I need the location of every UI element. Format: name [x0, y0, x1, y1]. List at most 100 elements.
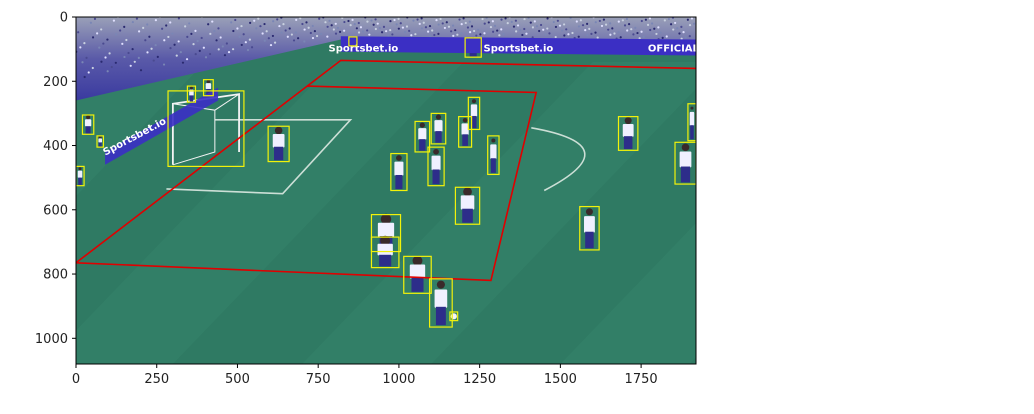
player-shirt: [461, 123, 468, 135]
crowd-dot: [155, 19, 157, 21]
crowd-dot: [513, 26, 515, 28]
x-tick-label: 500: [225, 372, 250, 387]
crowd-dot: [525, 33, 527, 35]
crowd-dot: [138, 57, 140, 59]
x-tick-label: 0: [72, 372, 80, 387]
player-head: [625, 117, 632, 124]
crowd-dot: [412, 20, 414, 22]
crowd-dot: [327, 26, 329, 28]
crowd-dot: [385, 30, 387, 32]
crowd-dot: [236, 27, 238, 29]
crowd-dot: [452, 35, 454, 37]
player-shirt: [432, 156, 441, 171]
crowd-dot: [678, 32, 680, 34]
player-head: [190, 87, 193, 90]
crowd-dot: [115, 62, 117, 64]
crowd-dot: [657, 26, 659, 28]
crowd-dot: [620, 36, 622, 38]
crowd-dot: [588, 28, 590, 30]
crowd-dot: [161, 28, 163, 30]
crowd-dot: [521, 34, 523, 36]
crowd-dot: [672, 28, 674, 30]
crowd-dot: [402, 26, 404, 28]
crowd-dot: [176, 54, 178, 56]
y-tick: 600: [43, 203, 76, 218]
crowd-dot: [519, 29, 521, 31]
player-legs: [585, 232, 594, 248]
crowd-dot: [425, 26, 427, 28]
y-tick: 1000: [35, 332, 76, 347]
crowd-dot: [354, 23, 356, 25]
crowd-dot: [343, 21, 345, 23]
crowd-dot: [404, 31, 406, 33]
crowd-dot: [308, 27, 310, 29]
crowd-dot: [473, 30, 475, 32]
crowd-dot: [534, 20, 536, 22]
crowd-dot: [462, 17, 464, 19]
crowd-dot: [626, 18, 628, 20]
crowd-dot: [186, 58, 188, 60]
crowd-dot: [234, 19, 236, 21]
player-head: [436, 114, 441, 119]
x-tick: 1500: [544, 364, 577, 387]
crowd-dot: [398, 28, 400, 30]
crowd-dot: [544, 34, 546, 36]
crowd-dot: [272, 35, 274, 37]
player-legs: [274, 147, 283, 160]
crowd-dot: [274, 41, 276, 43]
crowd-dot: [479, 33, 481, 35]
crowd-dot: [397, 18, 399, 20]
crowd-dot: [450, 30, 452, 32]
crowd-dot: [138, 30, 140, 32]
player-head: [682, 144, 690, 152]
crowd-dot: [262, 32, 264, 34]
crowd-dot: [130, 65, 132, 67]
player-legs: [411, 278, 423, 292]
y-tick-label: 400: [43, 139, 68, 154]
player-shirt: [78, 171, 83, 178]
crowd-dot: [490, 26, 492, 28]
crowd-dot: [178, 17, 180, 19]
crowd-dot: [108, 52, 110, 54]
crowd-dot: [586, 34, 588, 36]
crowd-dot: [303, 40, 305, 42]
y-tick-label: 800: [43, 268, 68, 283]
crowd-dot: [659, 32, 661, 34]
crowd-dot: [437, 33, 439, 35]
player-legs: [624, 136, 633, 149]
player-legs: [435, 131, 441, 143]
player-head: [463, 118, 468, 123]
crowd-dot: [469, 21, 471, 23]
player-shirt: [584, 216, 595, 232]
player-head: [463, 187, 472, 196]
crowd-dot: [77, 31, 79, 33]
crowd-dot: [203, 47, 205, 49]
crowd-dot: [285, 29, 287, 31]
player-legs: [462, 134, 468, 146]
x-tick: 1250: [463, 364, 496, 387]
crowd-dot: [328, 20, 330, 22]
crowd-dot: [582, 24, 584, 26]
crowd-dot: [207, 23, 209, 25]
crowd-dot: [343, 30, 345, 32]
y-tick: 200: [43, 75, 76, 90]
crowd-dot: [140, 69, 142, 71]
y-tick-label: 0: [60, 11, 68, 26]
crowd-dot: [484, 23, 486, 25]
crowd-dot: [605, 24, 607, 26]
crowd-dot: [165, 24, 167, 26]
crowd-dot: [299, 17, 301, 19]
crowd-dot: [498, 34, 500, 36]
player-legs: [99, 142, 102, 146]
crowd-dot: [190, 33, 192, 35]
crowd-dot: [590, 33, 592, 35]
crowd-dot: [94, 18, 96, 20]
crowd-dot: [345, 34, 347, 36]
plot-area: Sportsbet.io Sportsbet.io OFFICIALSportsbe…: [0, 16, 980, 364]
player-head: [491, 138, 495, 142]
crowd-dot: [249, 22, 251, 24]
crowd-dot: [542, 29, 544, 31]
crowd-dot: [259, 25, 261, 27]
crowd-dot: [536, 25, 538, 27]
crowd-dot: [377, 23, 379, 25]
